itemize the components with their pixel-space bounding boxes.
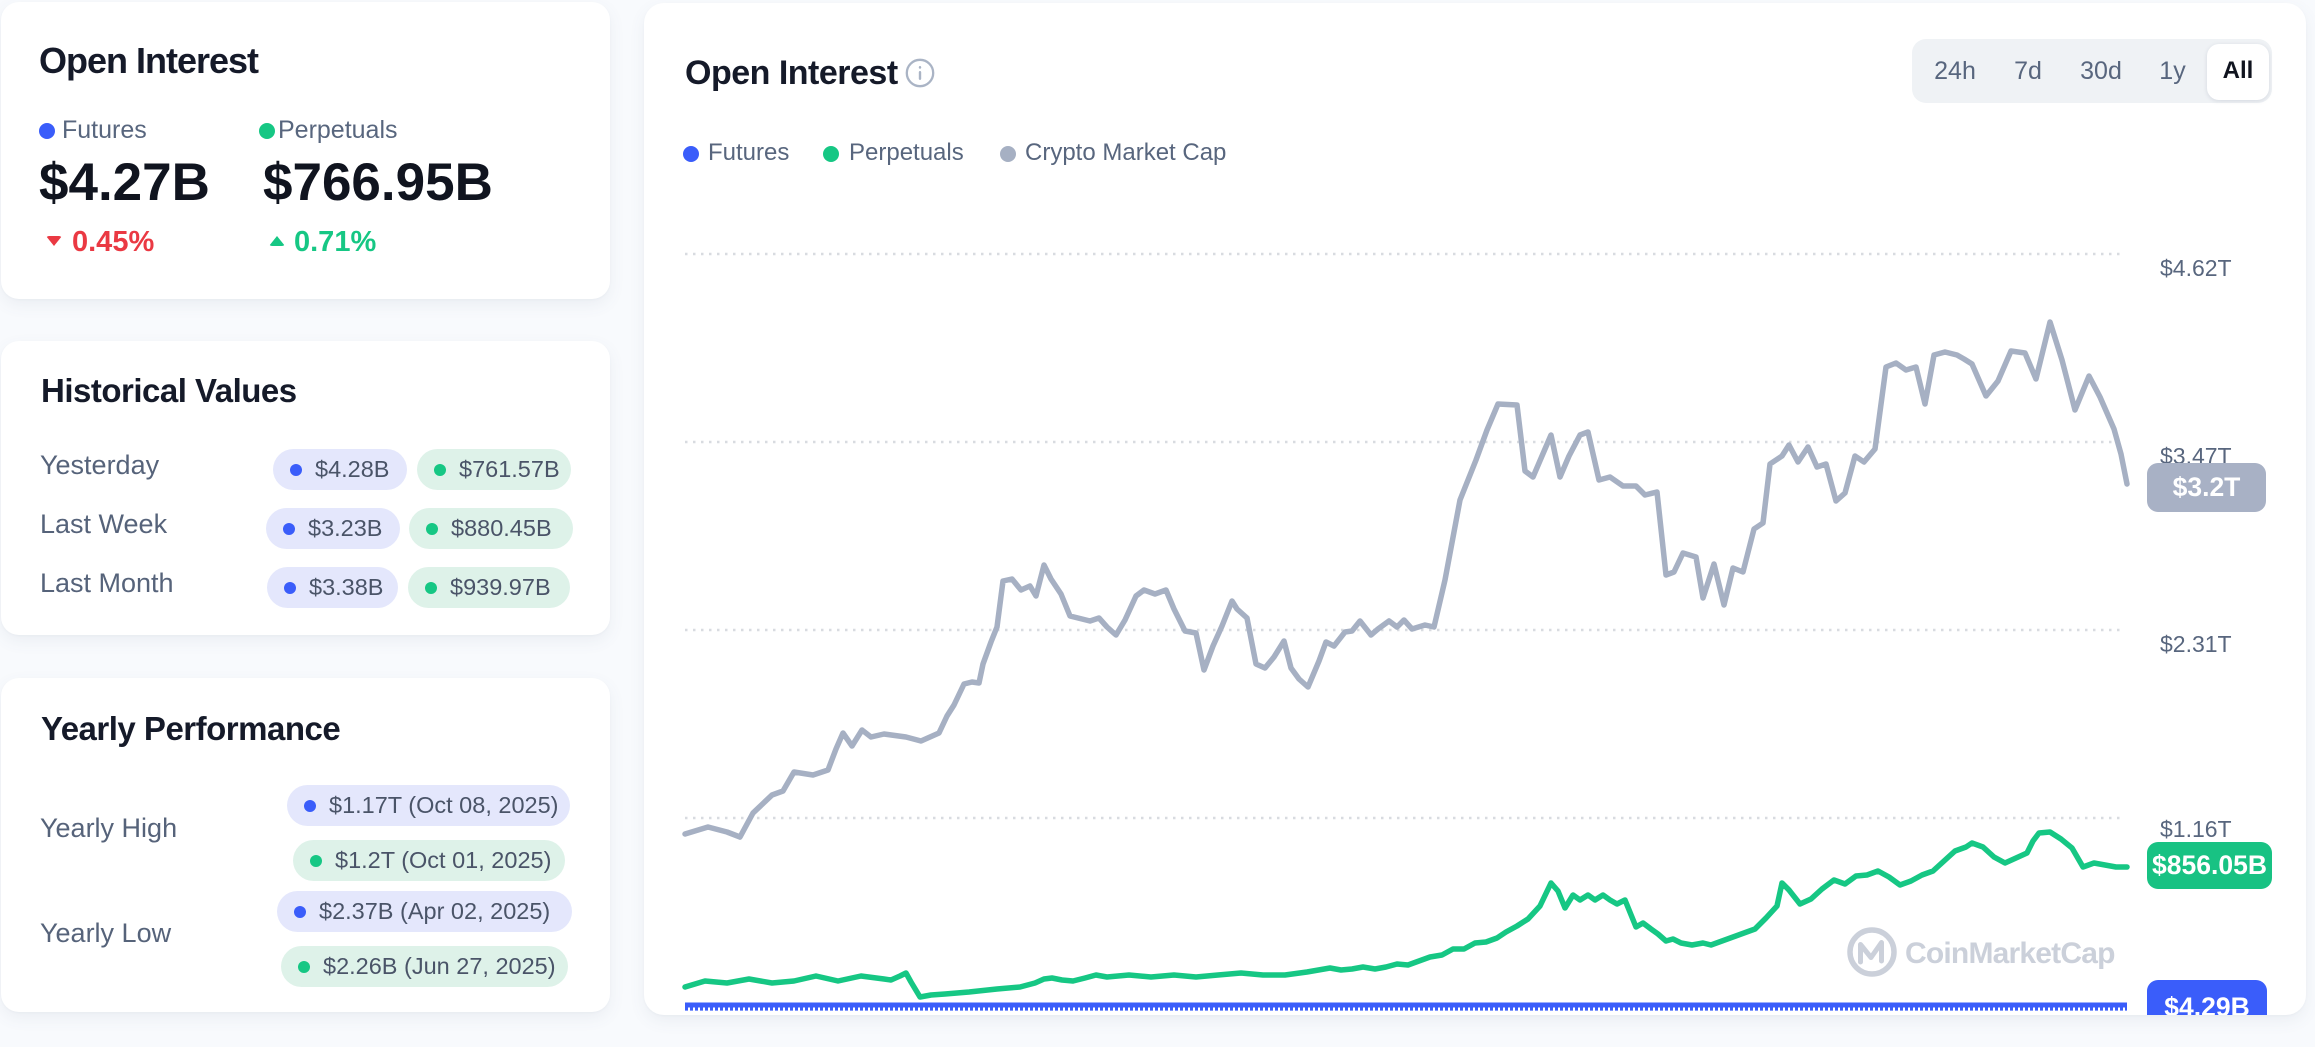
svg-text:CoinMarketCap: CoinMarketCap bbox=[1905, 937, 2115, 970]
